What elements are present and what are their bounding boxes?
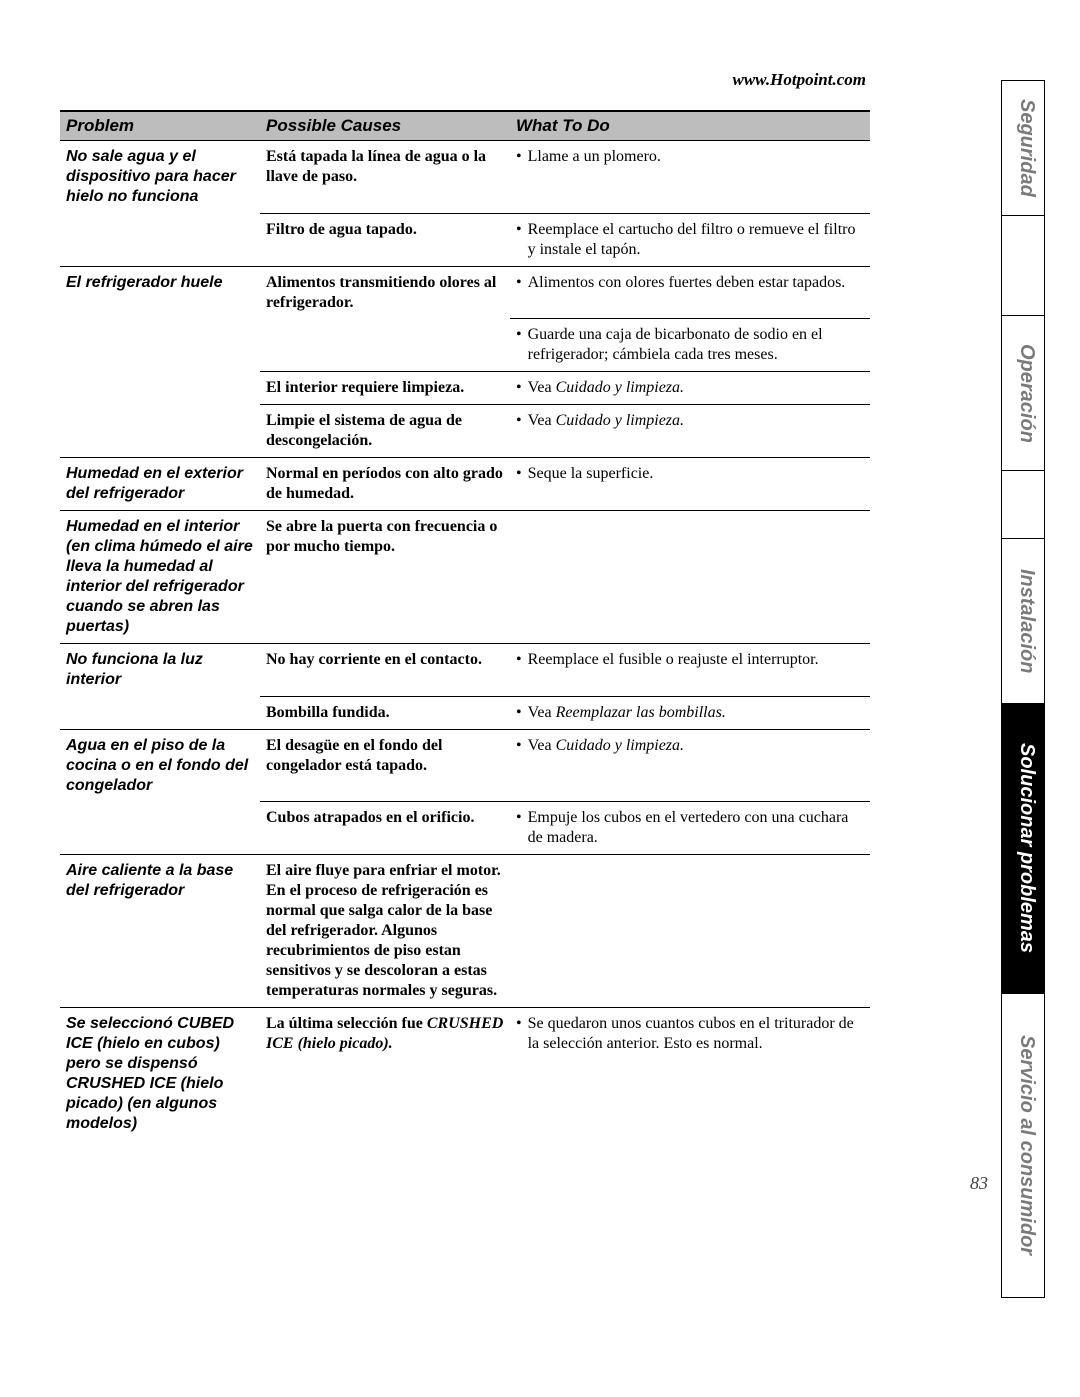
table-row: Humedad en el exterior del refrigeradorN…	[60, 458, 870, 511]
table-row: Se seleccionó CUBED ICE (hielo en cubos)…	[60, 1008, 870, 1141]
problem-cell	[60, 405, 260, 458]
todo-cell: • Vea Cuidado y limpieza.	[510, 405, 870, 458]
troubleshooting-table: Problem Possible Causes What To Do No sa…	[60, 110, 870, 1140]
todo-cell: •Se quedaron unos cuantos cubos en el tr…	[510, 1008, 870, 1141]
cause-cell: Se abre la puerta con frecuencia o por m…	[260, 511, 510, 644]
table-row: Agua en el piso de la cocina o en el fon…	[60, 729, 870, 802]
side-tab[interactable]: Operación	[1001, 315, 1045, 470]
todo-cell: • Seque la superficie.	[510, 458, 870, 511]
bullet-icon: •	[516, 1014, 522, 1054]
side-tab[interactable]	[1001, 215, 1045, 315]
side-tab[interactable]	[1001, 470, 1045, 538]
todo-text: Empuje los cubos en el vertedero con una…	[528, 808, 864, 848]
table-row: Bombilla fundida. • Vea Reemplazar las bom…	[60, 696, 870, 729]
table-row: El interior requiere limpieza. • Vea Cuida…	[60, 372, 870, 405]
todo-cell: • Vea Cuidado y limpieza.	[510, 372, 870, 405]
bullet-icon: •	[516, 147, 522, 167]
problem-cell: No funciona la luz interior	[60, 644, 260, 697]
side-tabs: Seguridad Operación InstalaciónSolucionar …	[1001, 80, 1045, 1298]
problem-cell	[60, 319, 260, 372]
table-row: Limpie el sistema de agua de descongelac…	[60, 405, 870, 458]
page-number: 83	[970, 1173, 988, 1194]
todo-text: Guarde una caja de bicarbonato de sodio …	[528, 325, 864, 365]
todo-cell: • Alimentos con olores fuertes deben esta…	[510, 266, 870, 319]
todo-text: Reemplace el cartucho del filtro o remue…	[528, 220, 864, 260]
table-row: •Guarde una caja de bicarbonato de sodio…	[60, 319, 870, 372]
website-url: www.Hotpoint.com	[60, 70, 870, 90]
bullet-icon: •	[516, 325, 522, 365]
cause-cell: El aire fluye para enfriar el motor. En …	[260, 855, 510, 1008]
cause-cell: Limpie el sistema de agua de descongelac…	[260, 405, 510, 458]
table-row: Humedad en el interior (en clima húmedo …	[60, 511, 870, 644]
table-row: Filtro de agua tapado.•Reemplace el cart…	[60, 213, 870, 266]
todo-text: Vea Cuidado y limpieza.	[528, 378, 684, 398]
table-row: Cubos atrapados en el orificio.•Empuje l…	[60, 802, 870, 855]
col-todo: What To Do	[510, 111, 870, 141]
cause-cell: Alimentos transmitiendo olores al refrig…	[260, 266, 510, 319]
problem-cell	[60, 696, 260, 729]
col-problem: Problem	[60, 111, 260, 141]
todo-text: Vea Cuidado y limpieza.	[528, 736, 684, 756]
problem-cell: El refrigerador huele	[60, 266, 260, 319]
bullet-icon: •	[516, 464, 522, 484]
problem-cell: Se seleccionó CUBED ICE (hielo en cubos)…	[60, 1008, 260, 1141]
todo-cell: • Vea Cuidado y limpieza.	[510, 729, 870, 802]
col-cause: Possible Causes	[260, 111, 510, 141]
cause-cell: Cubos atrapados en el orificio.	[260, 802, 510, 855]
cause-cell: Filtro de agua tapado.	[260, 213, 510, 266]
bullet-icon: •	[516, 220, 522, 260]
todo-text: Se quedaron unos cuantos cubos en el tri…	[528, 1014, 864, 1054]
side-tab[interactable]: Solucionar problemas	[1001, 703, 1045, 993]
bullet-icon: •	[516, 273, 522, 293]
cause-cell: Está tapada la línea de agua o la llave …	[260, 141, 510, 214]
cause-cell: Bombilla fundida.	[260, 696, 510, 729]
cause-cell	[260, 319, 510, 372]
bullet-icon: •	[516, 736, 522, 756]
todo-cell: •Reemplace el cartucho del filtro o remu…	[510, 213, 870, 266]
cause-cell: Normal en períodos con alto grado de hum…	[260, 458, 510, 511]
problem-cell	[60, 213, 260, 266]
table-row: El refrigerador hueleAlimentos transmiti…	[60, 266, 870, 319]
problem-cell: Agua en el piso de la cocina o en el fon…	[60, 729, 260, 802]
todo-cell	[510, 855, 870, 1008]
bullet-icon: •	[516, 703, 522, 723]
bullet-icon: •	[516, 411, 522, 431]
bullet-icon: •	[516, 378, 522, 398]
cause-cell: El desagüe en el fondo del congelador es…	[260, 729, 510, 802]
todo-cell: • Reemplace el fusible o reajuste el inte…	[510, 644, 870, 697]
side-tab[interactable]: Servicio al consumidor	[1001, 993, 1045, 1298]
bullet-icon: •	[516, 808, 522, 848]
todo-cell	[510, 511, 870, 644]
todo-cell: • Llame a un plomero.	[510, 141, 870, 214]
todo-text: Vea Reemplazar las bombillas.	[528, 703, 726, 723]
bullet-icon: •	[516, 650, 522, 670]
table-header-row: Problem Possible Causes What To Do	[60, 111, 870, 141]
side-tab[interactable]: Instalación	[1001, 538, 1045, 703]
cause-cell: La última selección fue CRUSHED ICE (hie…	[260, 1008, 510, 1141]
cause-cell: No hay corriente en el contacto.	[260, 644, 510, 697]
problem-cell: Humedad en el interior (en clima húmedo …	[60, 511, 260, 644]
problem-cell: Aire caliente a la base del refrigerador	[60, 855, 260, 1008]
todo-text: Llame a un plomero.	[528, 147, 661, 167]
problem-cell: No sale agua y el dispositivo para hacer…	[60, 141, 260, 214]
table-row: Aire caliente a la base del refrigerador…	[60, 855, 870, 1008]
problem-cell: Humedad en el exterior del refrigerador	[60, 458, 260, 511]
todo-cell: •Guarde una caja de bicarbonato de sodio…	[510, 319, 870, 372]
todo-cell: •Empuje los cubos en el vertedero con un…	[510, 802, 870, 855]
todo-cell: • Vea Reemplazar las bombillas.	[510, 696, 870, 729]
todo-text: Seque la superficie.	[528, 464, 654, 484]
side-tab[interactable]: Seguridad	[1001, 80, 1045, 215]
todo-text: Reemplace el fusible o reajuste el inter…	[528, 650, 819, 670]
todo-text: Alimentos con olores fuertes deben estar…	[528, 273, 846, 293]
todo-text: Vea Cuidado y limpieza.	[528, 411, 684, 431]
problem-cell	[60, 802, 260, 855]
table-row: No sale agua y el dispositivo para hacer…	[60, 141, 870, 214]
problem-cell	[60, 372, 260, 405]
cause-cell: El interior requiere limpieza.	[260, 372, 510, 405]
table-row: No funciona la luz interiorNo hay corrie…	[60, 644, 870, 697]
